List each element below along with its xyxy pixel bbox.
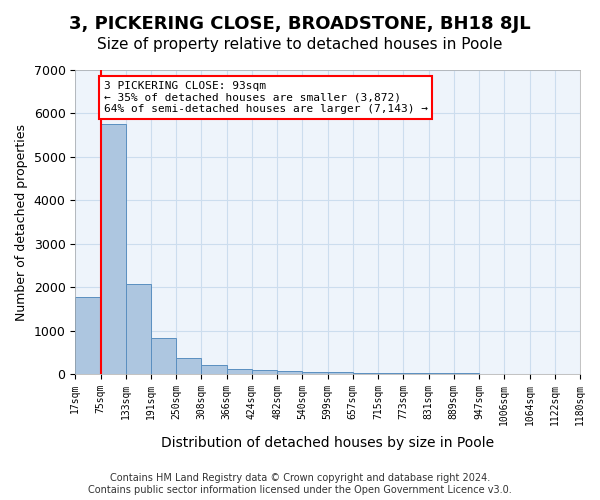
Text: 3, PICKERING CLOSE, BROADSTONE, BH18 8JL: 3, PICKERING CLOSE, BROADSTONE, BH18 8JL — [69, 15, 531, 33]
Bar — [403, 373, 428, 374]
Bar — [252, 370, 277, 374]
Bar — [202, 366, 227, 374]
Text: 3 PICKERING CLOSE: 93sqm
← 35% of detached houses are smaller (3,872)
64% of sem: 3 PICKERING CLOSE: 93sqm ← 35% of detach… — [104, 81, 428, 114]
Text: Size of property relative to detached houses in Poole: Size of property relative to detached ho… — [97, 38, 503, 52]
Bar — [126, 284, 151, 374]
Bar — [75, 296, 101, 374]
Bar — [378, 373, 403, 374]
Y-axis label: Number of detached properties: Number of detached properties — [15, 124, 28, 320]
Text: Contains HM Land Registry data © Crown copyright and database right 2024.
Contai: Contains HM Land Registry data © Crown c… — [88, 474, 512, 495]
Bar — [227, 369, 252, 374]
Bar — [151, 338, 176, 374]
Bar — [101, 124, 126, 374]
Bar — [277, 371, 302, 374]
Bar — [302, 372, 328, 374]
Bar — [328, 372, 353, 374]
Bar — [176, 358, 202, 374]
X-axis label: Distribution of detached houses by size in Poole: Distribution of detached houses by size … — [161, 436, 494, 450]
Bar — [353, 372, 378, 374]
